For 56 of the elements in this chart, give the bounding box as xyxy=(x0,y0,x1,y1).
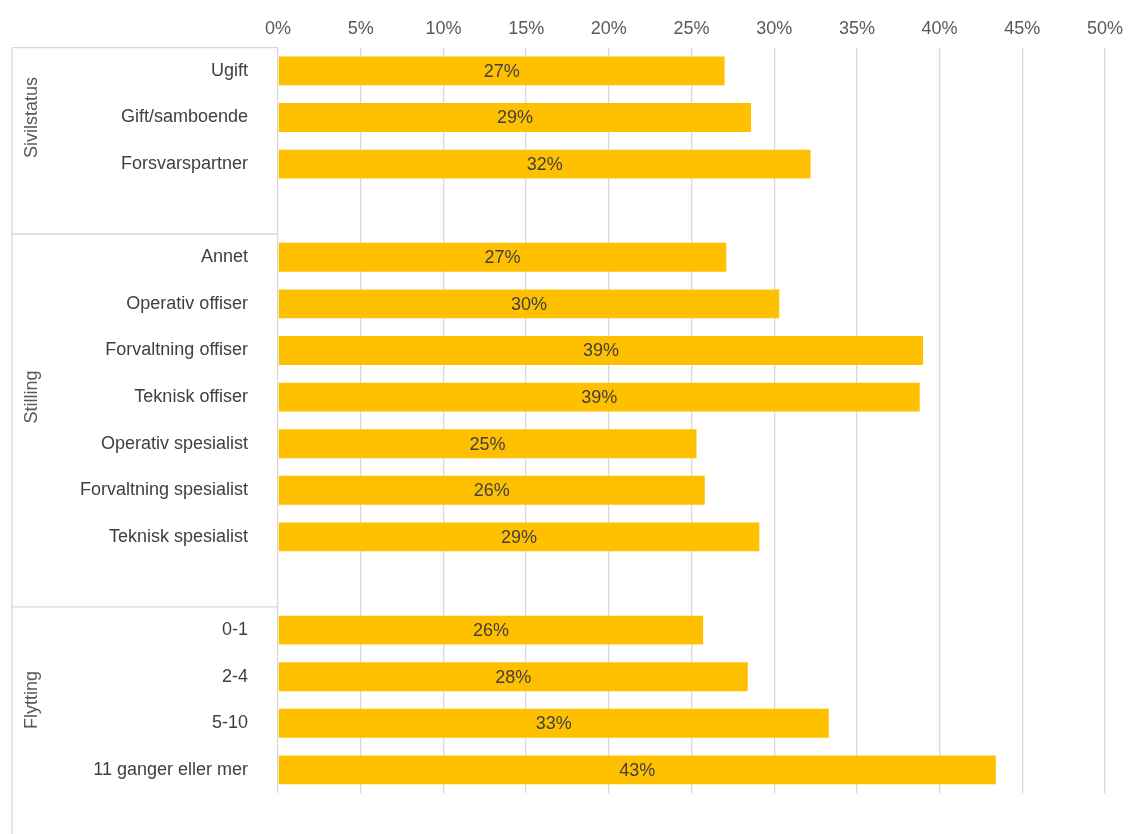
x-tick-label: 5% xyxy=(347,17,374,38)
data-label: 29% xyxy=(501,526,538,547)
bar xyxy=(278,475,705,505)
x-tick-label: 35% xyxy=(838,17,875,38)
bar xyxy=(278,708,829,738)
y-tick-label: Forvaltning offiser xyxy=(105,339,249,360)
y-tick-label: Gift/samboende xyxy=(121,106,249,127)
bar xyxy=(278,242,727,272)
data-label: 32% xyxy=(526,154,563,175)
x-tick-label: 40% xyxy=(921,17,958,38)
bar xyxy=(278,615,704,645)
y-tick-label: 0-1 xyxy=(222,619,249,640)
bar xyxy=(278,336,924,365)
y-tick-label: Annet xyxy=(201,246,249,267)
data-label: 43% xyxy=(619,759,656,780)
x-tick-label: 0% xyxy=(265,17,292,38)
bar xyxy=(278,662,748,692)
data-label: 26% xyxy=(473,480,510,501)
y-tick-label: Teknisk offiser xyxy=(134,386,249,407)
x-tick-label: 50% xyxy=(1086,17,1123,38)
bar xyxy=(278,522,760,552)
data-label: 29% xyxy=(496,107,533,128)
x-tick-label: 10% xyxy=(425,17,462,38)
bar xyxy=(278,755,996,785)
y-tick-label: Operativ offiser xyxy=(126,292,249,313)
y-tick-label: 2-4 xyxy=(222,665,249,686)
data-label: 26% xyxy=(472,620,509,641)
text: Sivilstatus xyxy=(20,76,41,159)
bar xyxy=(278,382,920,412)
bar xyxy=(278,289,780,319)
text: Flytting xyxy=(20,670,41,730)
x-tick-label: 15% xyxy=(508,17,545,38)
bar xyxy=(278,429,697,459)
data-label: 39% xyxy=(581,387,618,408)
data-label: 28% xyxy=(495,666,532,687)
data-label: 25% xyxy=(469,433,506,454)
x-tick-label: 20% xyxy=(590,17,627,38)
y-tick-label: Teknisk spesialist xyxy=(109,525,249,546)
data-label: 27% xyxy=(484,247,521,268)
bar xyxy=(278,56,725,86)
data-label: 39% xyxy=(582,340,619,361)
x-tick-label: 30% xyxy=(756,17,793,38)
data-label: 30% xyxy=(510,293,547,314)
text: Stilling xyxy=(20,370,41,424)
y-tick-label: 5-10 xyxy=(212,712,249,733)
bar xyxy=(278,149,811,179)
x-tick-label: 45% xyxy=(1004,17,1041,38)
y-tick-label: Operativ spesialist xyxy=(101,432,249,453)
y-tick-label: Forvaltning spesialist xyxy=(80,479,249,500)
y-tick-label: Ugift xyxy=(211,59,249,80)
y-tick-label: 11 ganger eller mer xyxy=(93,758,249,779)
data-label: 33% xyxy=(535,713,572,734)
y-tick-label: Forsvarspartner xyxy=(121,153,249,174)
data-label: 27% xyxy=(483,60,520,81)
bar xyxy=(278,103,752,132)
x-tick-label: 25% xyxy=(673,17,710,38)
